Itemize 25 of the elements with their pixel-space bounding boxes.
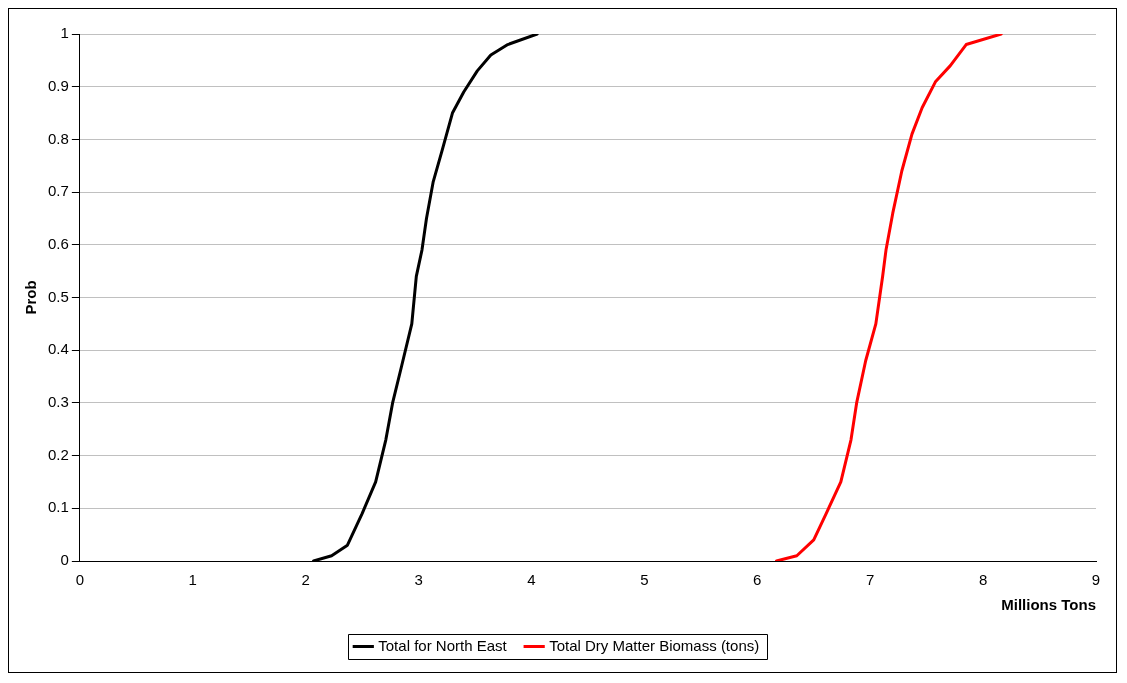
y-tick-label: 0.1 <box>47 498 69 516</box>
x-tick-label: 3 <box>414 571 423 589</box>
x-tick-label: 2 <box>301 571 310 589</box>
x-axis-title: Millions Tons <box>1001 596 1096 614</box>
x-tick-label: 8 <box>978 571 988 589</box>
legend-label: Total for North East <box>378 636 508 654</box>
x-tick-label: 6 <box>753 571 762 589</box>
y-axis-title: Prob <box>22 280 40 315</box>
y-tick-label: 0 <box>60 551 69 569</box>
y-tick-label: 0.2 <box>47 445 69 463</box>
x-tick-label: 9 <box>1091 571 1101 589</box>
y-tick-label: 1 <box>60 24 69 42</box>
x-tick-label: 7 <box>866 571 875 589</box>
y-tick-label: 0.8 <box>47 129 69 147</box>
y-tick-label: 0.3 <box>47 393 69 411</box>
y-tick-label: 0.6 <box>47 234 69 252</box>
y-tick-label: 0.9 <box>47 76 69 94</box>
x-tick-label: 0 <box>75 571 85 589</box>
legend-label: Total Dry Matter Biomass (tons) <box>549 636 760 654</box>
x-tick-label: 5 <box>640 571 649 589</box>
x-tick-label: 4 <box>527 571 536 589</box>
y-tick-label: 0.4 <box>47 340 69 358</box>
y-tick-label: 0.7 <box>47 182 69 200</box>
x-tick-label: 1 <box>188 571 197 589</box>
y-tick-label: 0.5 <box>47 287 69 305</box>
